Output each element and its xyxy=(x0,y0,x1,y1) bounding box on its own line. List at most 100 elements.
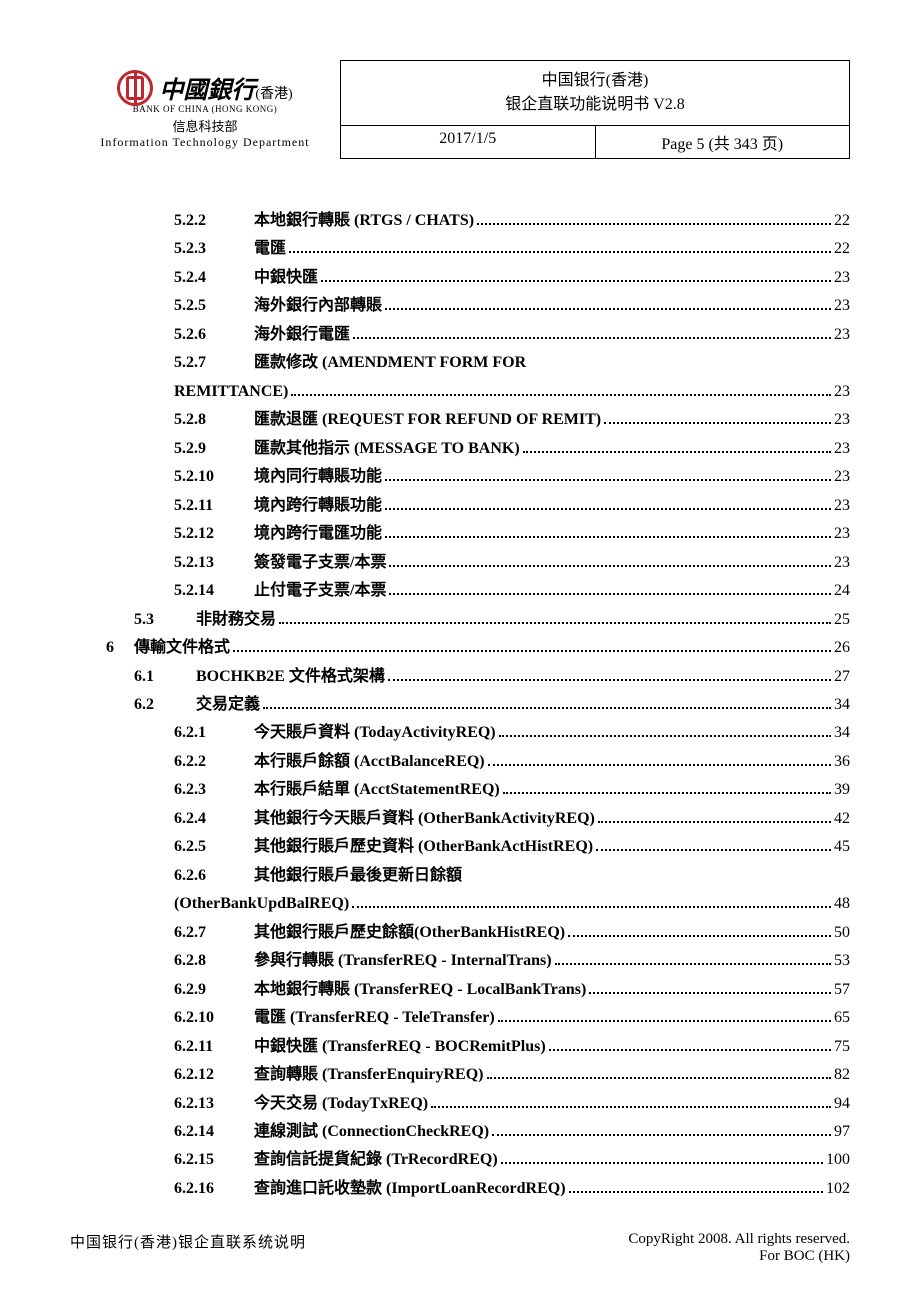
toc-leader-dots xyxy=(477,223,831,225)
toc-page-number: 23 xyxy=(834,435,850,463)
toc-page-number: 22 xyxy=(834,207,850,235)
toc-leader-dots xyxy=(596,849,831,851)
toc-entry: 5.2.4中銀快匯 23 xyxy=(134,264,850,292)
toc-number: 5.2.13 xyxy=(174,549,254,577)
toc-leader-dots xyxy=(389,565,831,567)
toc-number: 5.2.7 xyxy=(174,349,254,377)
toc-title: 匯款修改 (AMENDMENT FORM FOR xyxy=(254,349,526,377)
document-footer: 中国银行(香港)银企直联系统说明 CopyRight 2008. All rig… xyxy=(70,1231,850,1265)
toc-page-number: 50 xyxy=(834,919,850,947)
toc-leader-dots xyxy=(503,792,831,794)
toc-number: 5.2.14 xyxy=(174,577,254,605)
toc-leader-dots xyxy=(389,593,831,595)
toc-entry: 6.2.6其他銀行賬戶最後更新日餘額 xyxy=(134,862,850,890)
toc-title: 傳輸文件格式 xyxy=(134,634,230,662)
toc-title: 電匯 (TransferREQ - TeleTransfer) xyxy=(254,1004,495,1032)
toc-title: 查詢進口託收墊款 (ImportLoanRecordREQ) xyxy=(254,1175,566,1203)
toc-entry: 6.2.5其他銀行賬戶歷史資料 (OtherBankActHistREQ)45 xyxy=(134,833,850,861)
toc-leader-dots xyxy=(488,764,831,766)
toc-title: 電匯 xyxy=(254,235,286,263)
toc-number: 5.2.10 xyxy=(174,463,254,491)
toc-page-number: 23 xyxy=(834,492,850,520)
toc-title: 中銀快匯 xyxy=(254,264,318,292)
toc-page-number: 65 xyxy=(834,1004,850,1032)
toc-page-number: 23 xyxy=(834,406,850,434)
toc-leader-dots xyxy=(385,536,831,538)
toc-title: 匯款其他指示 (MESSAGE TO BANK) xyxy=(254,435,520,463)
toc-title: 查詢轉賬 (TransferEnquiryREQ) xyxy=(254,1061,484,1089)
toc-page-number: 39 xyxy=(834,776,850,804)
footer-for: For BOC (HK) xyxy=(628,1248,850,1265)
toc-number: 5.2.2 xyxy=(174,207,254,235)
toc-page-number: 23 xyxy=(834,292,850,320)
toc-leader-dots xyxy=(555,963,831,965)
toc-entry: 6.2.3本行賬戶結單 (AcctStatementREQ)39 xyxy=(134,776,850,804)
bank-logo-row: 中國銀行(香港) xyxy=(117,70,292,106)
toc-title: 今天交易 (TodayTxREQ) xyxy=(254,1090,428,1118)
header-logo-block: 中國銀行(香港) BANK OF CHINA (HONG KONG) 信息科技部… xyxy=(70,60,340,159)
toc-number: 6.2 xyxy=(134,691,196,719)
toc-number: 5.2.6 xyxy=(174,321,254,349)
toc-leader-dots xyxy=(263,707,831,709)
toc-entry: 6.2.11中銀快匯 (TransferREQ - BOCRemitPlus)7… xyxy=(134,1033,850,1061)
toc-title-wrap: REMITTANCE) xyxy=(174,378,288,406)
footer-right: CopyRight 2008. All rights reserved. For… xyxy=(628,1231,850,1265)
toc-page-number: 23 xyxy=(834,321,850,349)
toc-number: 6.1 xyxy=(134,663,196,691)
toc-leader-dots xyxy=(487,1077,832,1079)
toc-page-number: 34 xyxy=(834,691,850,719)
toc-number: 6.2.15 xyxy=(174,1146,254,1174)
toc-entry: 6.2.14連線測試 (ConnectionCheckREQ)97 xyxy=(134,1118,850,1146)
toc-page-number: 34 xyxy=(834,719,850,747)
toc-number: 5.2.4 xyxy=(174,264,254,292)
toc-number: 5.3 xyxy=(134,606,196,634)
toc-page-number: 26 xyxy=(834,634,850,662)
toc-leader-dots xyxy=(279,622,831,624)
toc-title: 其他銀行賬戶最後更新日餘額 xyxy=(254,862,462,890)
toc-page-number: 36 xyxy=(834,748,850,776)
toc-leader-dots xyxy=(321,280,831,282)
toc-leader-dots xyxy=(352,906,831,908)
toc-title: 簽發電子支票/本票 xyxy=(254,549,386,577)
toc-page-number: 23 xyxy=(834,264,850,292)
toc-leader-dots xyxy=(353,337,831,339)
header-title-block: 中国银行(香港) 银企直联功能说明书 V2.8 2017/1/5 Page 5 … xyxy=(340,60,850,159)
toc-page-number: 97 xyxy=(834,1118,850,1146)
toc-entry: 6.2.10電匯 (TransferREQ - TeleTransfer)65 xyxy=(134,1004,850,1032)
boc-logo-icon xyxy=(117,70,153,106)
toc-page-number: 102 xyxy=(826,1175,850,1203)
toc-leader-dots xyxy=(499,735,831,737)
toc-entry: 6.2.8參與行轉賬 (TransferREQ - InternalTrans)… xyxy=(134,947,850,975)
toc-page-number: 53 xyxy=(834,947,850,975)
toc-page-number: 42 xyxy=(834,805,850,833)
toc-title: 中銀快匯 (TransferREQ - BOCRemitPlus) xyxy=(254,1033,546,1061)
toc-number: 6.2.5 xyxy=(174,833,254,861)
toc-leader-dots xyxy=(233,650,831,652)
doc-meta-row: 2017/1/5 Page 5 (共 343 页) xyxy=(340,125,850,159)
toc-title: 境內跨行轉賬功能 xyxy=(254,492,382,520)
toc-leader-dots xyxy=(289,251,831,253)
toc-title: 今天賬戶資料 (TodayActivityREQ) xyxy=(254,719,496,747)
toc-title: 交易定義 xyxy=(196,691,260,719)
toc-page-number: 94 xyxy=(834,1090,850,1118)
toc-entry-continuation: REMITTANCE)23 xyxy=(174,378,850,406)
toc-number: 6.2.4 xyxy=(174,805,254,833)
toc-entry: 5.2.11境內跨行轉賬功能23 xyxy=(134,492,850,520)
toc-title-wrap: (OtherBankUpdBalREQ) xyxy=(174,890,349,918)
toc-title: 海外銀行電匯 xyxy=(254,321,350,349)
toc-page-number: 100 xyxy=(826,1146,850,1174)
toc-leader-dots xyxy=(568,935,831,937)
toc-page-number: 24 xyxy=(834,577,850,605)
toc-number: 6.2.14 xyxy=(174,1118,254,1146)
toc-entry: 6.2.1今天賬戶資料 (TodayActivityREQ)34 xyxy=(134,719,850,747)
toc-number: 5.2.9 xyxy=(174,435,254,463)
document-header: 中國銀行(香港) BANK OF CHINA (HONG KONG) 信息科技部… xyxy=(70,60,850,159)
toc-title: 止付電子支票/本票 xyxy=(254,577,386,605)
table-of-contents: 5.2.2本地銀行轉賬 (RTGS / CHATS)225.2.3電匯225.2… xyxy=(70,207,850,1203)
toc-entry: 5.2.2本地銀行轉賬 (RTGS / CHATS)22 xyxy=(134,207,850,235)
toc-page-number: 25 xyxy=(834,606,850,634)
toc-number: 6.2.11 xyxy=(174,1033,254,1061)
dept-name-en: Information Technology Department xyxy=(100,135,309,150)
toc-number: 5.2.8 xyxy=(174,406,254,434)
toc-number: 6.2.3 xyxy=(174,776,254,804)
